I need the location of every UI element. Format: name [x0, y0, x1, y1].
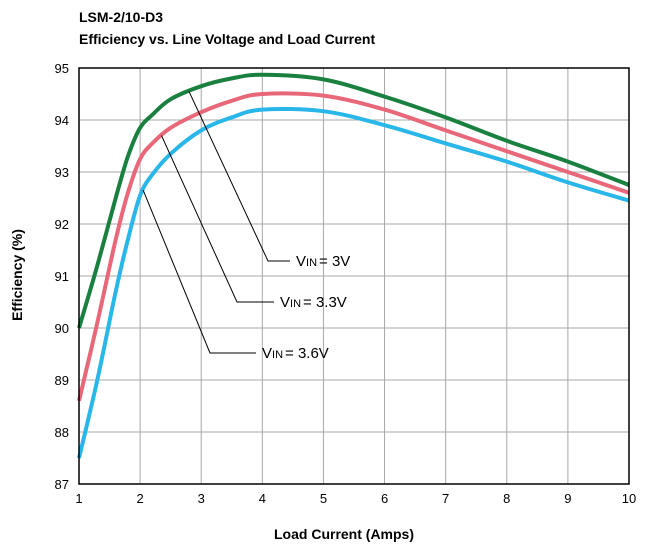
series-lines: [77, 72, 630, 459]
y-tick-label-95: 95: [55, 61, 69, 76]
y-tick-label-92: 92: [55, 217, 69, 232]
y-tick-label-87: 87: [55, 477, 69, 492]
chart-subtitle: Efficiency vs. Line Voltage and Load Cur…: [79, 31, 375, 47]
chart-title: LSM-2/10-D3: [79, 9, 163, 25]
annotation-leader-0: [188, 91, 290, 262]
y-tick-label-91: 91: [55, 269, 69, 284]
grid: [78, 67, 630, 485]
y-tick-label-90: 90: [55, 321, 69, 336]
annotation-vin-3-3v: VIN = 3.3V: [280, 294, 347, 311]
annotation-leaders: [142, 91, 290, 354]
x-tick-label-8: 8: [503, 491, 510, 506]
plot-frame: [78, 67, 630, 485]
x-tick-label-9: 9: [564, 491, 571, 506]
series-line-3-3v: [77, 91, 630, 402]
x-tick-label-2: 2: [136, 491, 143, 506]
x-axis-label: Load Current (Amps): [274, 526, 414, 542]
x-tick-label-6: 6: [381, 491, 388, 506]
x-tick-label-1: 1: [75, 491, 82, 506]
y-tick-label-89: 89: [55, 373, 69, 388]
annotation-vin-3-6v: VIN = 3.6V: [262, 345, 329, 362]
y-tick-label-93: 93: [55, 165, 69, 180]
annotation-leader-1: [161, 135, 274, 303]
x-tick-label-7: 7: [442, 491, 449, 506]
x-tick-label-4: 4: [259, 491, 266, 506]
annotations: VIN = 3V VIN = 3.3V VIN = 3.6V: [262, 253, 350, 362]
x-tick-label-5: 5: [320, 491, 327, 506]
series-line-3v: [77, 72, 630, 329]
y-axis-label: Efficiency (%): [9, 229, 25, 321]
annotation-vin-3v: VIN = 3V: [296, 253, 350, 270]
y-tick-label-88: 88: [55, 425, 69, 440]
y-tick-label-94: 94: [55, 113, 69, 128]
annotation-leader-2: [142, 190, 256, 354]
x-tick-label-3: 3: [198, 491, 205, 506]
series-line-3-6v: [77, 106, 630, 459]
x-tick-label-10: 10: [622, 491, 636, 506]
